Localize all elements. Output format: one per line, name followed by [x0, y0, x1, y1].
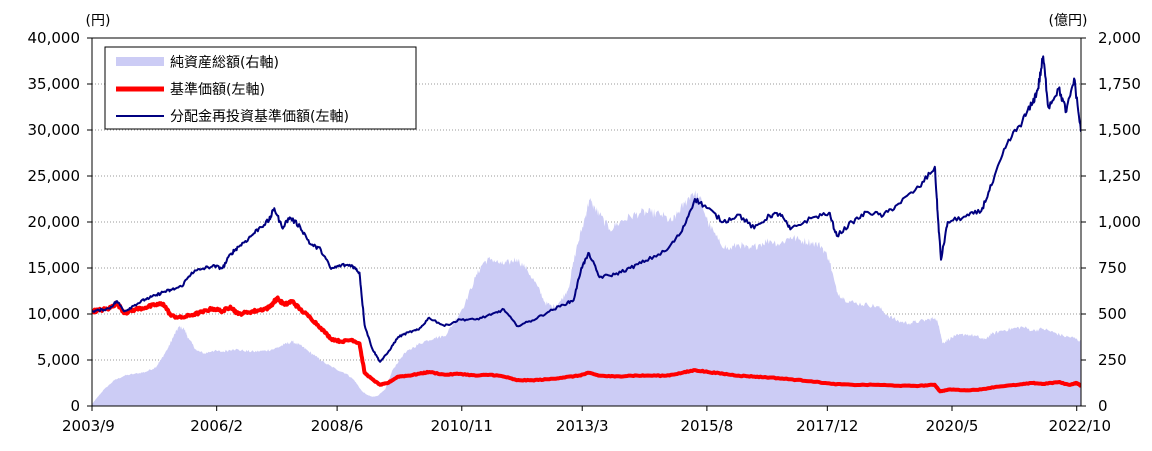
x-tick-label: 2017/12	[796, 417, 858, 435]
left-tick-label: 40,000	[28, 29, 81, 47]
legend-label-reinvested-nav: 分配金再投資基準価額(左軸)	[170, 108, 349, 125]
right-tick-label: 500	[1098, 305, 1127, 323]
right-tick-label: 1,250	[1098, 167, 1141, 185]
right-tick-label: 1,500	[1098, 121, 1141, 139]
right-tick-label: 1,750	[1098, 75, 1141, 93]
x-tick-label: 2006/2	[190, 417, 243, 435]
x-tick-label: 2010/11	[431, 417, 493, 435]
line-layer	[92, 55, 1081, 394]
right-tick-label: 250	[1098, 351, 1127, 369]
x-tick-label: 2020/5	[926, 417, 979, 435]
series-line-reinvested-nav	[92, 55, 1081, 363]
legend-swatch-net-assets	[116, 57, 164, 66]
left-axis-unit: (円)	[86, 13, 111, 29]
left-tick-label: 5,000	[37, 351, 80, 369]
left-tick-label: 35,000	[28, 75, 81, 93]
right-tick-label: 2,000	[1098, 29, 1141, 47]
left-tick-label: 10,000	[28, 305, 81, 323]
x-tick-label: 2013/3	[556, 417, 609, 435]
left-tick-label: 30,000	[28, 121, 81, 139]
right-tick-label: 750	[1098, 259, 1127, 277]
left-tick-label: 20,000	[28, 213, 81, 231]
x-tick-label: 2022/10	[1049, 417, 1111, 435]
series-area-net-assets	[92, 190, 1081, 406]
legend: 純資産総額(右軸) 基準価額(左軸) 分配金再投資基準価額(左軸)	[104, 46, 417, 130]
x-tick-label: 2003/9	[62, 417, 115, 435]
legend-label-nav: 基準価額(左軸)	[170, 81, 265, 98]
axes: 0 5,000 10,000 15,000 20,000 25,000 30,000 35,0…	[28, 29, 1141, 435]
legend-label-net-assets: 純資産総額(右軸)	[170, 55, 279, 71]
area-layer	[92, 190, 1081, 406]
right-tick-label: 0	[1098, 397, 1108, 415]
right-axis-unit: (億円)	[1049, 13, 1088, 29]
x-tick-label: 2015/8	[680, 417, 733, 435]
right-tick-label: 1,000	[1098, 213, 1141, 231]
series-line-nav	[92, 295, 1081, 394]
left-tick-label: 0	[70, 397, 80, 415]
x-tick-label: 2008/6	[311, 417, 364, 435]
left-tick-label: 15,000	[28, 259, 81, 277]
left-tick-label: 25,000	[28, 167, 81, 185]
